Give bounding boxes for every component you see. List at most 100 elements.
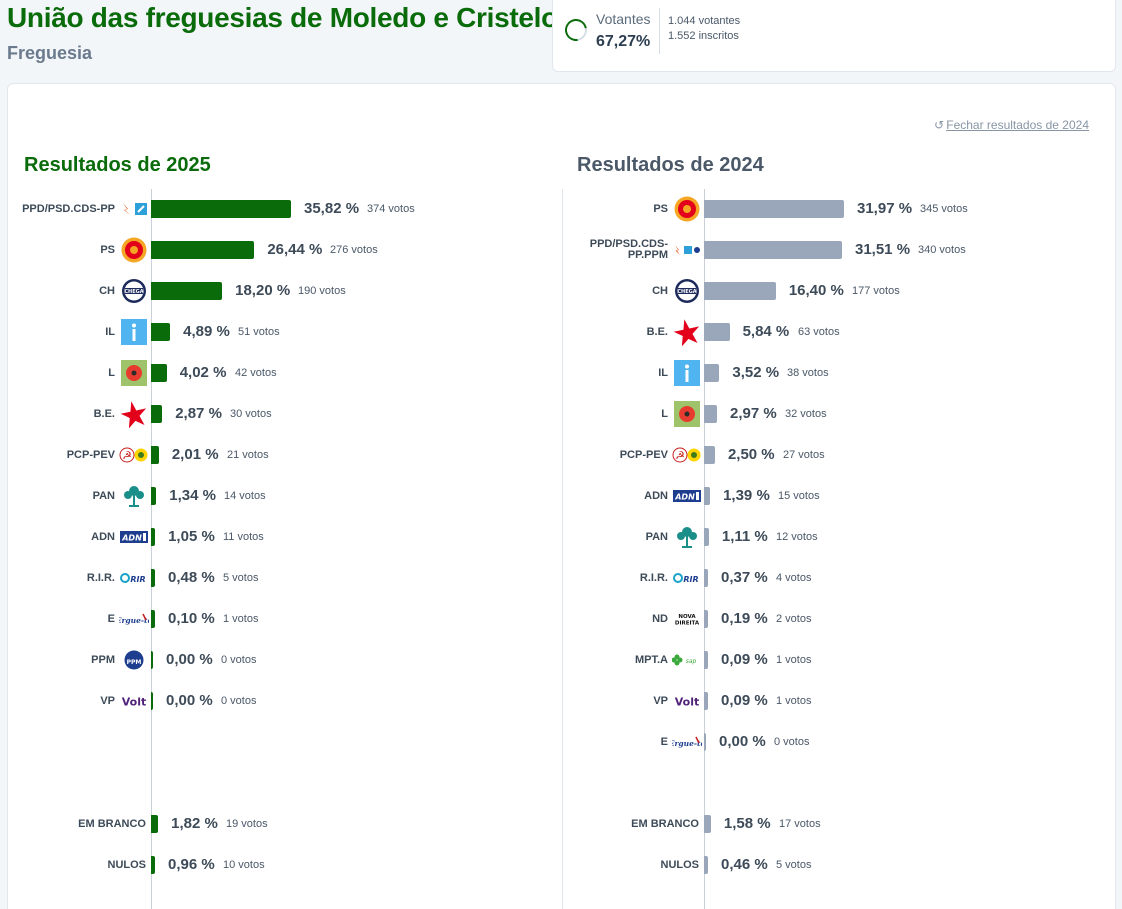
result-bar [704,856,708,874]
svg-text:Volt: Volt [122,696,147,709]
result-row: PPM PPM 0,00 % 0 votos [8,645,558,675]
result-votes: 12 votos [776,531,818,543]
svg-text:Volt: Volt [675,696,700,709]
psd-cds-logo [119,196,149,222]
result-bar [704,651,708,669]
nova-direita-logo: NOVA DIREITA [672,606,702,632]
party-name: PAN [645,531,668,543]
rir-logo: RIR [119,565,149,591]
result-percent: 31,51 % [854,241,911,258]
column-divider [562,189,563,909]
results-2025-title: Resultados de 2025 [24,154,211,176]
result-bar [704,282,776,300]
result-votes: 0 votos [774,736,810,748]
result-votes: 0 votos [221,695,257,707]
party-name: CH [99,285,115,297]
result-row: MPT.A sap 0,09 % 1 votos [8,645,811,675]
ad-logo [672,237,702,263]
result-votes: 27 votos [783,449,825,461]
result-percent: 1,39 % [723,487,770,504]
rir-logo: RIR [672,565,702,591]
result-percent: 5,84 % [742,323,790,340]
result-percent: 16,40 % [788,282,844,299]
result-votes: 30 votos [230,408,272,420]
party-name: IL [105,326,115,338]
result-row: R.I.R. RIR 0,37 % 4 votos [8,563,811,593]
result-bar [151,856,155,874]
result-percent: 0,19 % [721,610,768,627]
result-votes: 345 votos [920,203,968,215]
il-logo [119,319,149,345]
party-name: PPD/PSD.CDS- PP.PPM [528,239,668,261]
result-percent: 0,00 % [166,692,213,709]
result-percent: 1,05 % [168,528,215,545]
result-percent: 18,20 % [235,282,291,299]
ps-logo [119,237,149,263]
party-name-line: PPD/PSD.CDS- [589,238,668,250]
result-row: IL 3,52 % 38 votos [8,358,829,388]
result-bar [151,446,159,464]
page-title: União das freguesias de Moledo e Cristel… [7,2,558,33]
result-bar [704,528,709,546]
party-name: EM BRANCO [631,818,699,830]
turnout-registered: 1.552 inscritos [668,30,739,42]
result-bar [151,569,155,587]
result-votes: 11 votos [223,531,264,543]
il-logo [672,360,702,386]
party-name: NULOS [660,859,700,871]
close-2024-results-link[interactable]: ↺ Fechar resultados de 2024 [934,118,1089,132]
result-votes: 1 votos [776,654,812,666]
axis-2025 [151,189,152,909]
result-votes: 4 votos [776,572,812,584]
result-row: ADN ADN 1,05 % 11 votos [8,522,558,552]
party-name-line: PP.PPM [627,249,668,261]
chega-logo: CHEGA [119,278,149,304]
result-percent: 0,00 % [166,651,213,668]
result-row: PCP-PEV ☭ 2,50 % 27 votos [8,440,825,470]
pcp-pev-logo: ☭ [672,442,702,468]
result-row: VP Volt 0,09 % 1 votos [8,686,811,716]
result-bar [151,651,153,669]
result-percent: 26,44 % [267,241,323,258]
result-row: PS 26,44 % 276 votos [8,235,558,265]
ppm-logo: PPM [119,647,149,673]
party-name: PPD/PSD.CDS-PP [22,203,115,215]
result-row: CH CHEGA 16,40 % 177 votos [8,276,900,306]
svg-text:ADN: ADN [121,534,142,543]
result-bar [151,323,171,341]
svg-text:RIR: RIR [130,575,145,584]
axis-2024 [704,189,705,909]
page-subtitle: Freguesia [7,43,93,63]
results-card: ↺ Fechar resultados de 2024 Resultados de… [7,83,1116,909]
result-row: ND NOVA DIREITA 0,19 % 2 votos [8,604,811,634]
result-bar [704,569,708,587]
result-votes: 15 votos [778,490,820,502]
results-2024-title: Resultados de 2024 [577,154,764,176]
result-votes: 32 votos [785,408,827,420]
result-bar [704,323,730,341]
svg-text:PPM: PPM [127,659,142,666]
result-votes: 19 votos [226,818,268,830]
party-name: ND [652,613,668,625]
result-percent: 1,58 % [723,815,771,832]
party-name: PS [100,244,115,256]
result-percent: 0,37 % [721,569,768,586]
result-percent: 31,97 % [857,200,913,217]
turnout-percent: 67,27% [596,33,651,50]
result-row: B.E. 5,84 % 63 votos [8,317,840,347]
result-row: PPD/PSD.CDS-PP 35,82 % 374 votos [8,194,558,224]
result-bar [704,446,715,464]
result-percent: 1,82 % [171,815,218,832]
result-bar [151,815,159,833]
svg-text:sap: sap [686,658,697,665]
result-votes: 374 votos [367,203,415,215]
result-percent: 1,34 % [169,487,216,504]
svg-text:DIREITA: DIREITA [675,621,700,627]
pan-tree-logo [672,524,702,550]
result-bar [151,405,163,423]
turnout-label: Votantes [596,11,651,27]
result-percent: 0,46 % [721,856,768,873]
result-votes: 21 votos [227,449,269,461]
